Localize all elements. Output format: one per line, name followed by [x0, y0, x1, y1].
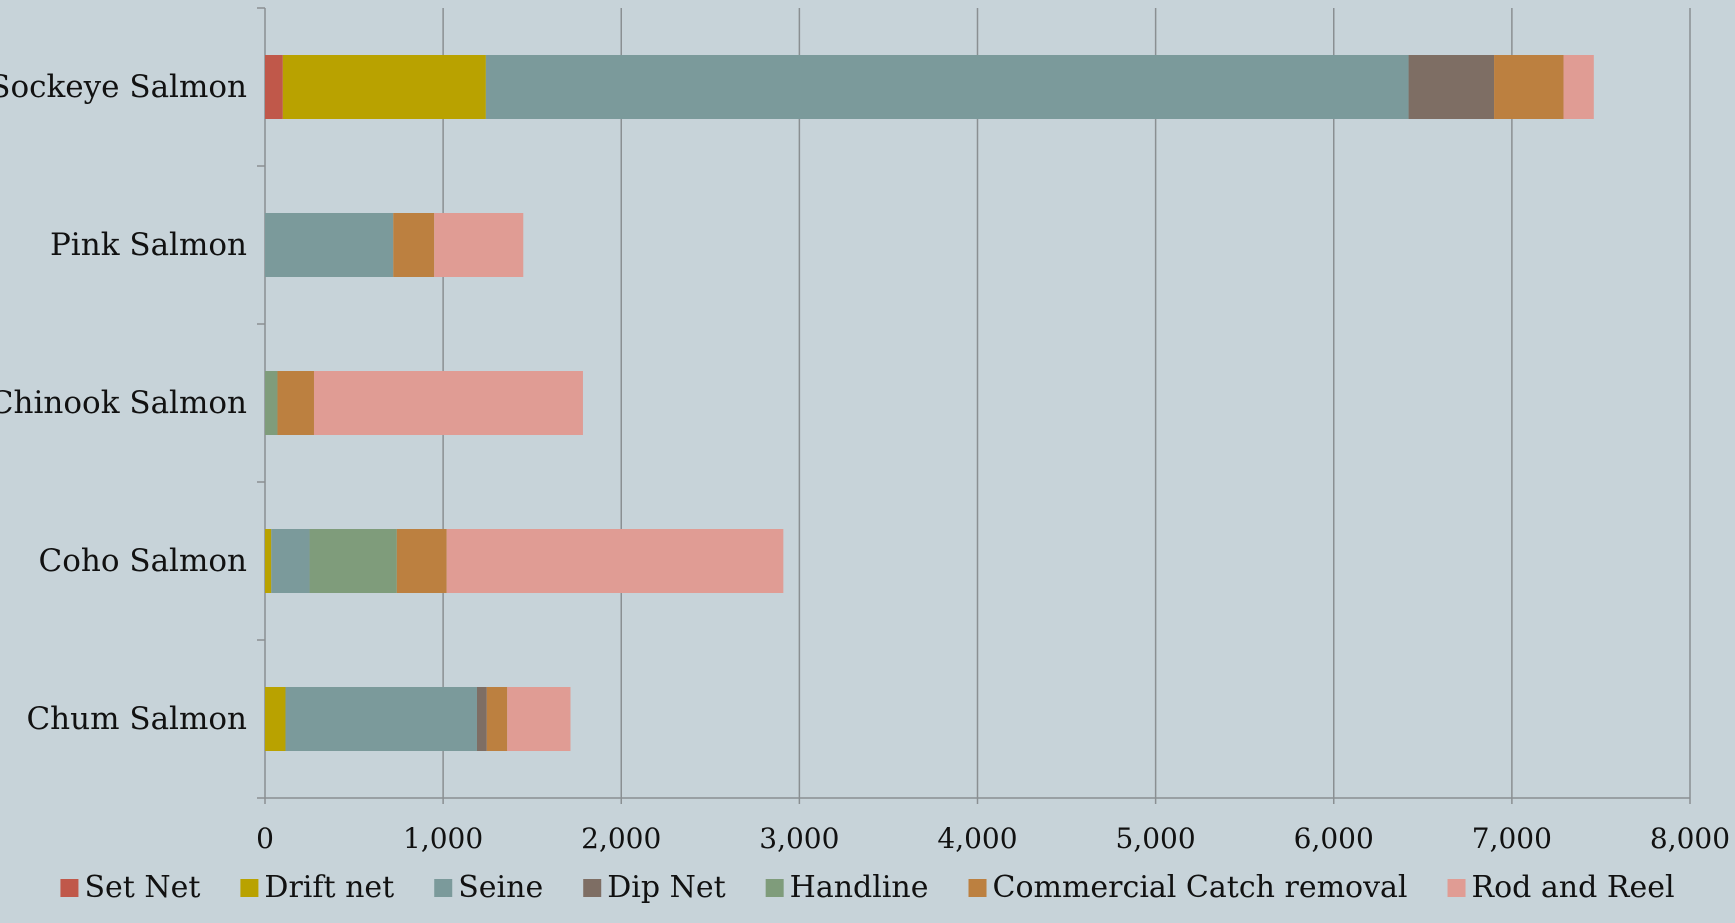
bar-segment [396, 529, 447, 593]
bar-segment [446, 529, 784, 593]
bar-segment [265, 371, 278, 435]
legend-label: Handline [790, 870, 929, 905]
bar-segment [282, 55, 486, 119]
x-tick-label: 7,000 [1472, 822, 1552, 855]
bar-segment [265, 55, 283, 119]
bar-segment [1408, 55, 1495, 119]
legend-item: Rod and Reel [1447, 870, 1675, 905]
x-tick-label: 4,000 [937, 822, 1017, 855]
legend-swatch [60, 879, 79, 897]
bar-segment [265, 529, 272, 593]
legend-label: Drift net [264, 870, 394, 905]
bar-segment [476, 687, 487, 751]
bar-segment [1494, 55, 1564, 119]
bar-segment [277, 371, 314, 435]
legend-label: Set Net [84, 870, 200, 905]
legend-item: Commercial Catch removal [968, 870, 1408, 905]
bar-segment [434, 213, 524, 277]
legend-swatch [1447, 879, 1466, 897]
category-label: Coho Salmon [38, 543, 247, 579]
legend-label: Seine [458, 870, 543, 905]
legend-swatch [765, 879, 784, 897]
y-tick-labels: Sockeye Salmon Pink Salmon Chinook Salmon C… [0, 69, 247, 737]
legend-swatch [583, 879, 602, 897]
x-tick-labels: 0 1,000 2,000 3,000 4,000 5,000 6,000 7,000 8,00… [256, 822, 1730, 855]
bar-segment [313, 371, 583, 435]
legend-label: Dip Net [607, 870, 725, 905]
x-tick-label: 6,000 [1294, 822, 1374, 855]
x-tick-label: 3,000 [759, 822, 839, 855]
legend-item: Handline [765, 870, 929, 905]
bar-segment [486, 687, 508, 751]
bar-segment [285, 687, 477, 751]
legend-label: Commercial Catch removal [993, 870, 1408, 905]
legend-swatch [968, 879, 987, 897]
category-label: Chum Salmon [26, 701, 247, 737]
legend-swatch [240, 879, 259, 897]
category-label: Sockeye Salmon [0, 69, 247, 105]
x-tick-label: 0 [256, 822, 274, 855]
legend-item: Seine [434, 870, 543, 905]
bar-segment [507, 687, 571, 751]
gridlines [442, 8, 1691, 798]
x-tick-label: 2,000 [581, 822, 661, 855]
x-tick-label: 8,000 [1650, 822, 1730, 855]
bar-segment [271, 529, 310, 593]
x-tick-label: 5,000 [1116, 822, 1196, 855]
legend-item: Dip Net [583, 870, 726, 905]
bar-segment [393, 213, 435, 277]
category-label: Chinook Salmon [0, 385, 247, 421]
bar-segment [265, 687, 286, 751]
bar-segment [485, 55, 1409, 119]
bar-segment [1563, 55, 1594, 119]
bar-segment [309, 529, 397, 593]
category-label: Pink Salmon [50, 227, 247, 263]
legend: Set Net Drift net Seine Dip Net Handline Comm… [60, 870, 1675, 905]
bars [265, 55, 1594, 751]
x-tick-label: 1,000 [403, 822, 483, 855]
legend-item: Drift net [240, 870, 394, 905]
legend-label: Rod and Reel [1472, 870, 1675, 905]
bar-segment [265, 213, 394, 277]
legend-item: Set Net [60, 870, 200, 905]
legend-swatch [434, 879, 453, 897]
